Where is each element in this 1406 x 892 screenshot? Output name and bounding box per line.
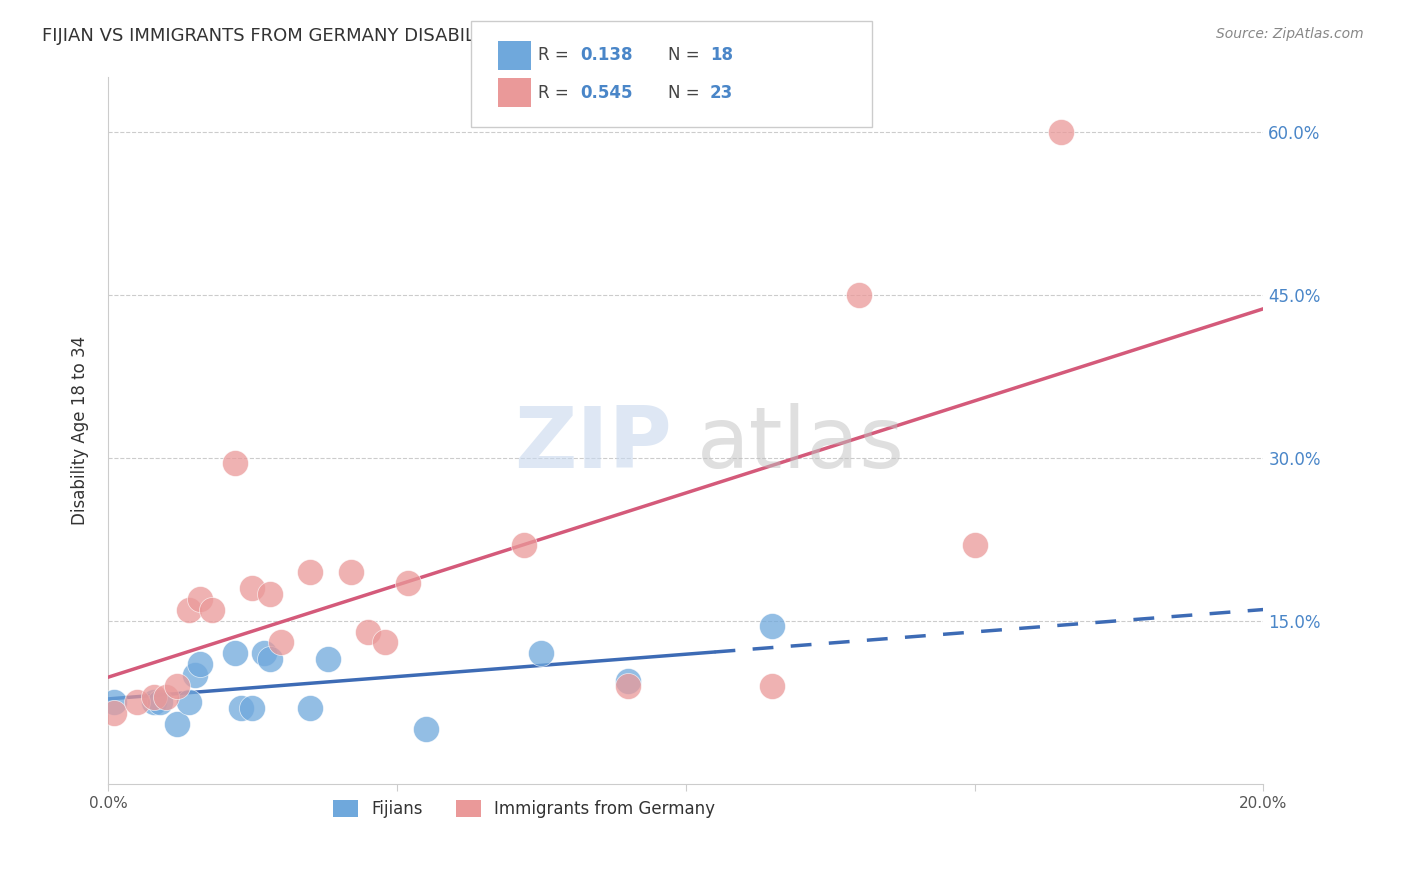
Point — [166, 717, 188, 731]
Point — [183, 668, 205, 682]
Point — [357, 624, 380, 639]
Point — [513, 538, 536, 552]
Point — [316, 652, 339, 666]
Point — [166, 679, 188, 693]
Point — [270, 635, 292, 649]
Point — [1050, 125, 1073, 139]
Point — [259, 586, 281, 600]
Point — [190, 657, 212, 672]
Point — [224, 456, 246, 470]
Point — [848, 287, 870, 301]
Point — [761, 679, 783, 693]
Point — [103, 695, 125, 709]
Point — [396, 575, 419, 590]
Point — [201, 603, 224, 617]
Point — [259, 652, 281, 666]
Point — [177, 695, 200, 709]
Point — [242, 581, 264, 595]
Point — [103, 706, 125, 720]
Text: 18: 18 — [710, 46, 733, 64]
Point — [253, 646, 276, 660]
Point — [617, 673, 640, 688]
Text: FIJIAN VS IMMIGRANTS FROM GERMANY DISABILITY AGE 18 TO 34 CORRELATION CHART: FIJIAN VS IMMIGRANTS FROM GERMANY DISABI… — [42, 27, 834, 45]
Point — [299, 565, 322, 579]
Point — [229, 700, 252, 714]
Point — [761, 619, 783, 633]
Y-axis label: Disability Age 18 to 34: Disability Age 18 to 34 — [72, 336, 89, 525]
Point — [374, 635, 396, 649]
Text: 0.138: 0.138 — [581, 46, 633, 64]
Text: R =: R = — [538, 84, 569, 102]
Text: ZIP: ZIP — [515, 403, 672, 486]
Text: N =: N = — [668, 84, 699, 102]
Text: 23: 23 — [710, 84, 734, 102]
Point — [177, 603, 200, 617]
Point — [224, 646, 246, 660]
Point — [149, 695, 172, 709]
Point — [242, 700, 264, 714]
Point — [155, 690, 177, 704]
Point — [143, 695, 166, 709]
Text: Source: ZipAtlas.com: Source: ZipAtlas.com — [1216, 27, 1364, 41]
Point — [339, 565, 361, 579]
Point — [125, 695, 148, 709]
Point — [190, 592, 212, 607]
Point — [415, 723, 437, 737]
Legend: Fijians, Immigrants from Germany: Fijians, Immigrants from Germany — [326, 793, 721, 825]
Text: N =: N = — [668, 46, 699, 64]
Point — [299, 700, 322, 714]
Point — [963, 538, 986, 552]
Point — [617, 679, 640, 693]
Point — [143, 690, 166, 704]
Text: R =: R = — [538, 46, 569, 64]
Text: 0.545: 0.545 — [581, 84, 633, 102]
Point — [530, 646, 553, 660]
Text: atlas: atlas — [697, 403, 905, 486]
